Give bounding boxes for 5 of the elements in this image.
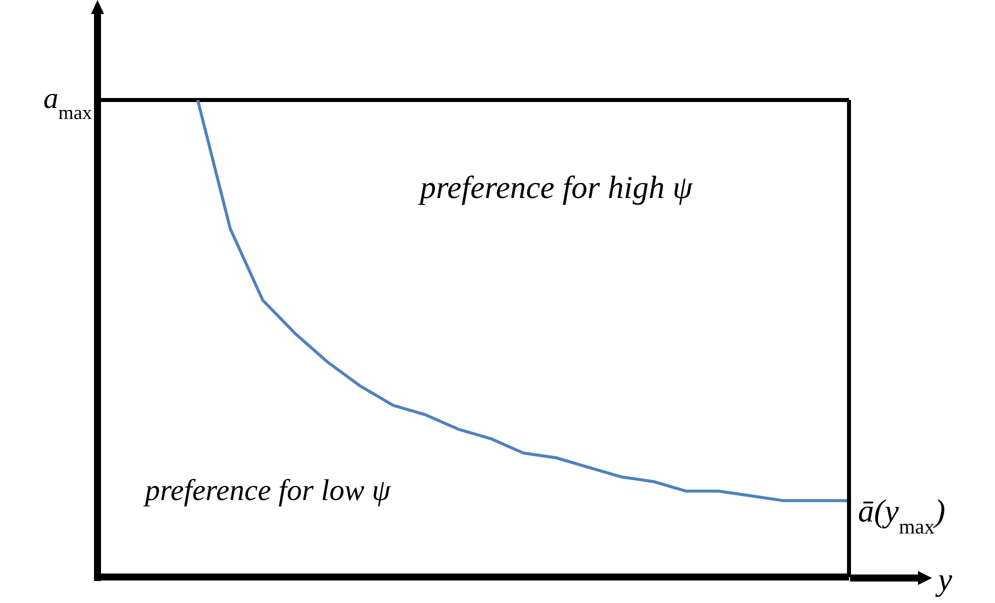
text: ā(y$_{max}$): [858, 492, 946, 538]
annotation: preference for high ψ: [418, 169, 694, 205]
x-axis-title: y: [935, 561, 953, 597]
annotation: preference for low ψ: [143, 474, 392, 507]
ref-line-label: a$_{max}$: [43, 82, 92, 124]
